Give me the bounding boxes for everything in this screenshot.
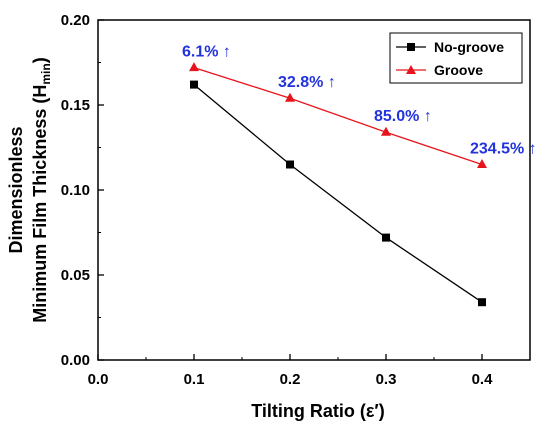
y-axis-title-main: Minimum Film Thickness (H: [30, 85, 50, 323]
series-groove: [189, 62, 487, 168]
y-axis-title-line1: Dimensionless: [6, 126, 26, 253]
series-no-groove: [190, 80, 486, 307]
annotations: 6.1% ↑ 32.8% ↑ 85.0% ↑ 234.5% ↑: [182, 44, 537, 158]
legend-marker-no-groove: [407, 43, 415, 51]
y-tick-label: 0.15: [61, 97, 90, 114]
series-layer: [189, 62, 487, 307]
y-axis-title: Dimensionless Minimum Film Thickness (Hm…: [6, 57, 53, 322]
y-axis-title-sub: min: [39, 63, 53, 84]
improvement-annotation: 32.8% ↑: [278, 74, 336, 91]
x-tick-label: 0.2: [280, 371, 301, 388]
y-tick-label: 0.00: [61, 352, 90, 369]
legend-label-groove: Groove: [434, 62, 483, 78]
improvement-annotation: 85.0% ↑: [374, 108, 432, 125]
y-tick-label: 0.20: [61, 12, 90, 29]
data-point: [189, 62, 199, 72]
data-point: [381, 126, 391, 136]
y-axis-title-end: ): [30, 57, 50, 63]
data-point: [478, 298, 486, 307]
x-axis-title: Tilting Ratio (ε′): [251, 401, 385, 421]
x-tick-label: 0.0: [88, 371, 109, 388]
x-tick-label: 0.3: [376, 371, 397, 388]
data-point: [285, 92, 295, 102]
x-tick-label: 0.4: [472, 371, 494, 388]
improvement-annotation: 234.5% ↑: [470, 141, 537, 158]
data-point: [477, 159, 487, 168]
improvement-annotation: 6.1% ↑: [182, 44, 231, 61]
x-tick-label: 0.1: [184, 371, 205, 388]
x-tick-labels: 0.0 0.1 0.2 0.3 0.4: [88, 371, 494, 388]
y-tick-label: 0.05: [61, 267, 90, 284]
legend-box: [389, 32, 523, 84]
data-point: [382, 233, 390, 242]
plot-frame: [97, 19, 531, 361]
data-point: [286, 160, 294, 169]
y-tick-labels: 0.00 0.05 0.10 0.15 0.20: [61, 12, 90, 369]
y-tick-label: 0.10: [61, 182, 90, 199]
legend: No-groove Groove: [389, 32, 523, 84]
y-axis-title-line2: Minimum Film Thickness (Hmin): [30, 57, 53, 322]
legend-label-no-groove: No-groove: [434, 39, 504, 55]
data-point: [190, 80, 198, 89]
legend-marker-groove: [406, 65, 416, 74]
series-line: [193, 84, 483, 303]
series-line: [193, 66, 483, 166]
